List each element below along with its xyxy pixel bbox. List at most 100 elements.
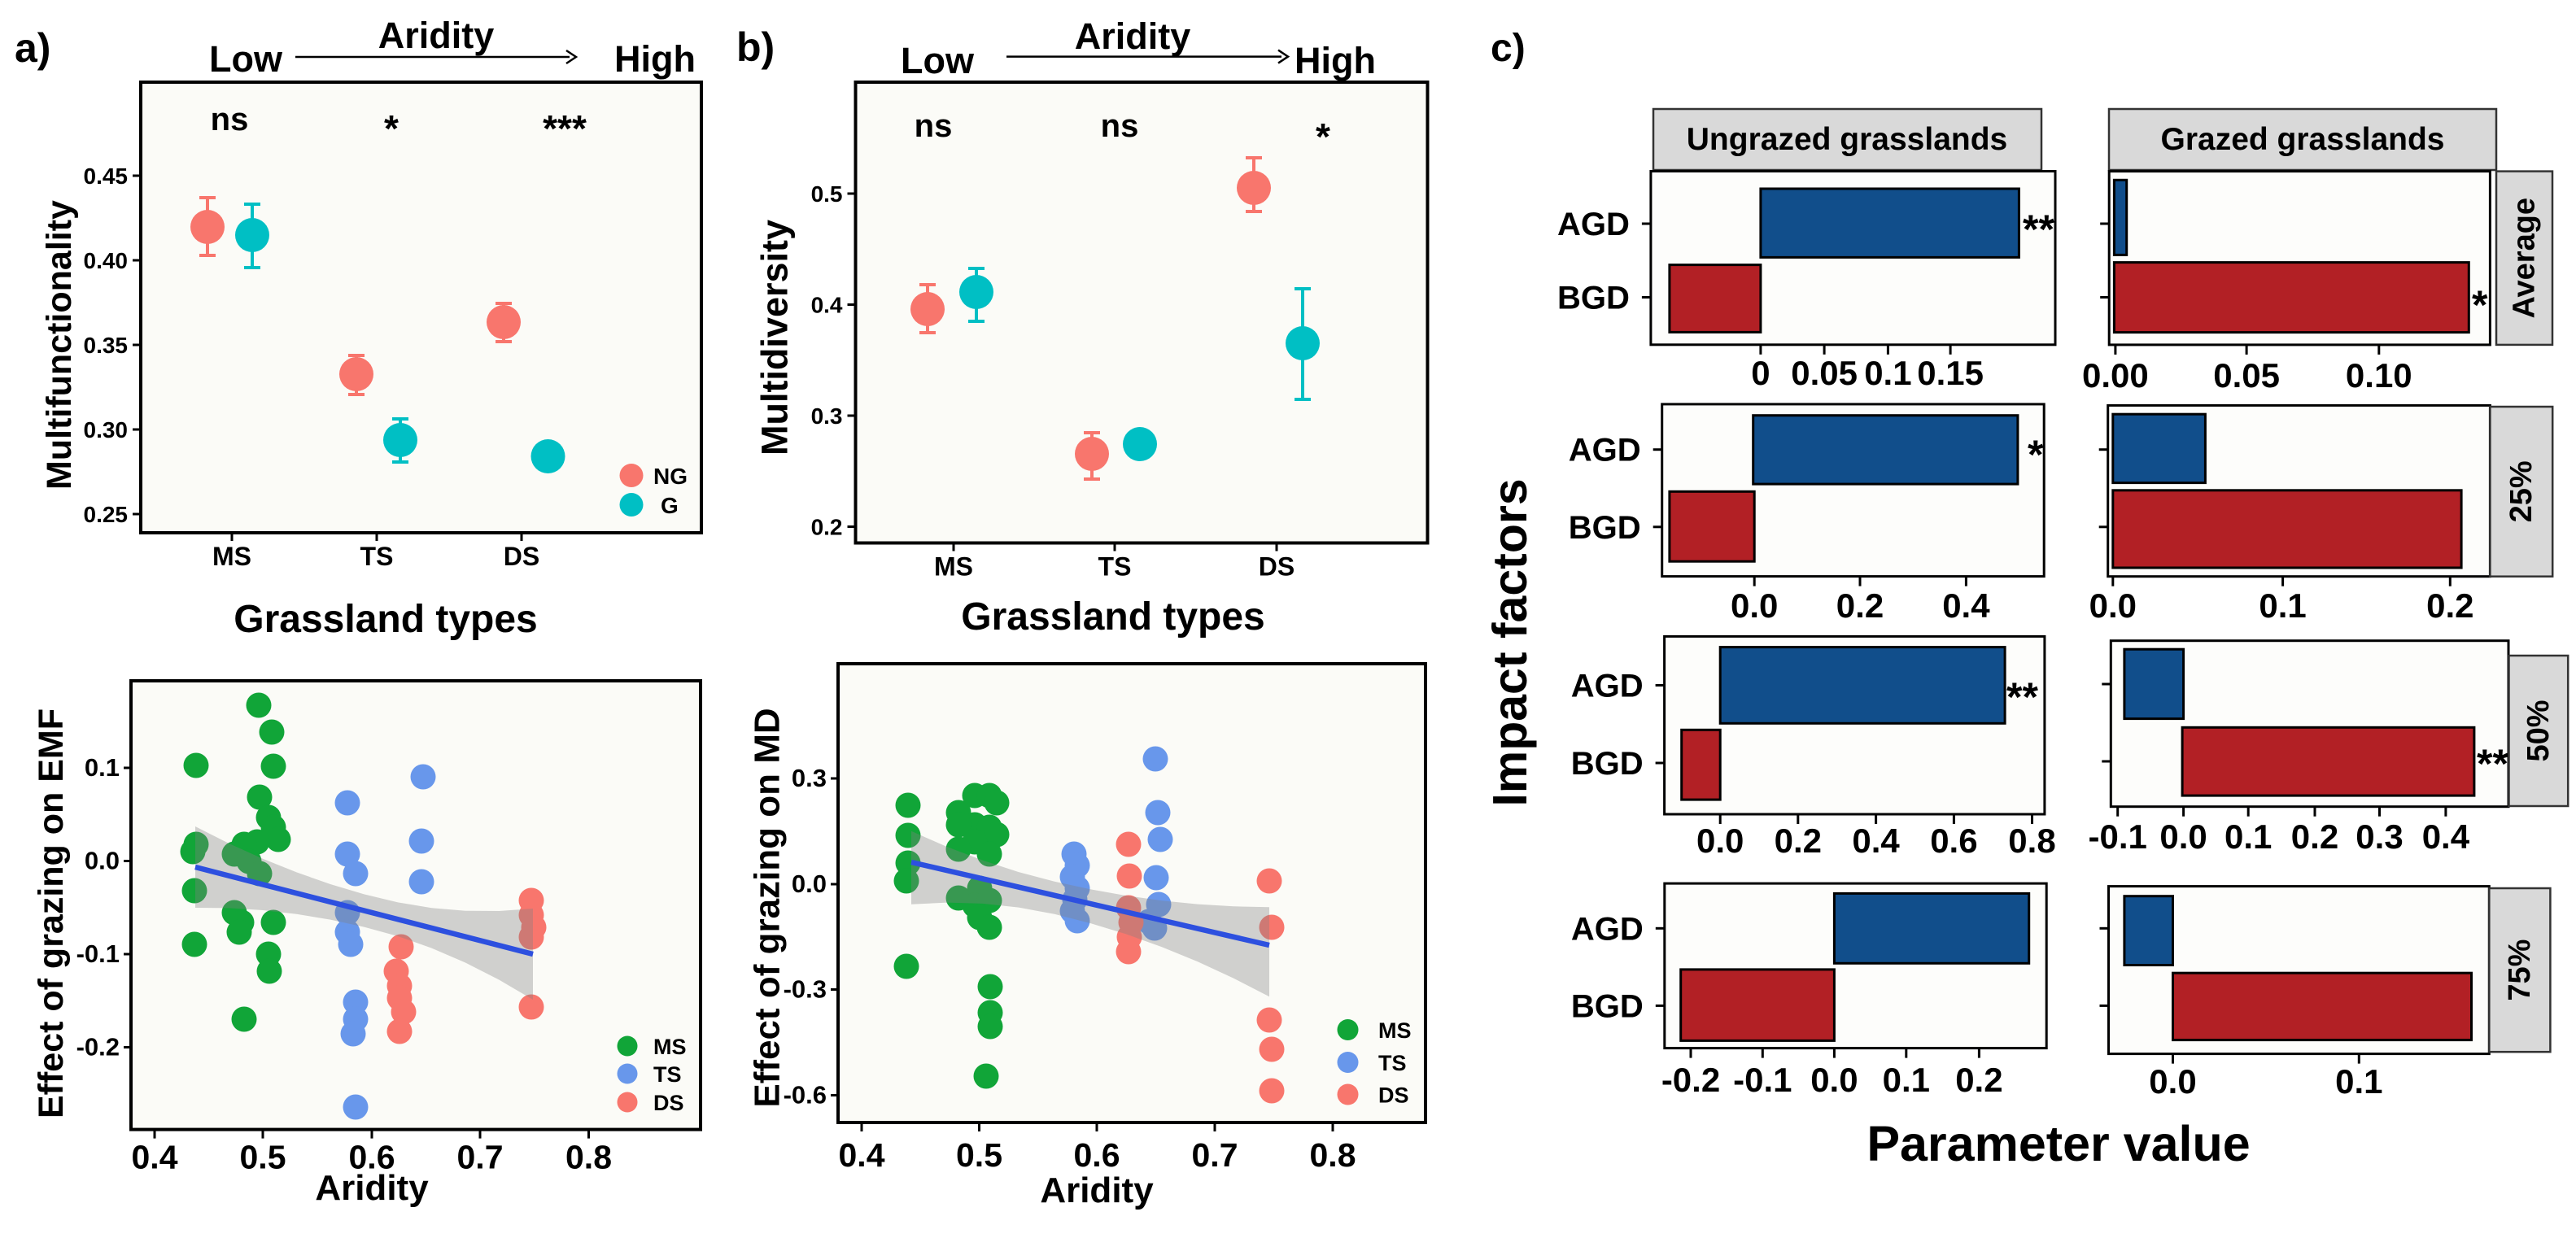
svg-text:0.15: 0.15	[1917, 354, 1984, 392]
svg-text:ns: ns	[211, 102, 249, 137]
svg-text:Impact factors: Impact factors	[1483, 478, 1537, 806]
svg-text:*: *	[1316, 116, 1330, 158]
svg-text:0.6: 0.6	[1930, 822, 1977, 860]
svg-text:High: High	[614, 38, 696, 80]
svg-text:MS: MS	[934, 552, 973, 582]
svg-text:Grassland types: Grassland types	[961, 595, 1265, 639]
svg-text:AGD: AGD	[1571, 669, 1644, 704]
svg-text:TS: TS	[1098, 552, 1132, 582]
svg-text:b): b)	[736, 24, 775, 70]
svg-text:0: 0	[1751, 354, 1770, 392]
svg-text:0.35: 0.35	[84, 333, 129, 358]
svg-text:0.05: 0.05	[1791, 354, 1858, 392]
svg-text:Grazed grasslands: Grazed grasslands	[2161, 122, 2445, 157]
svg-text:0.30: 0.30	[84, 417, 129, 442]
svg-text:0.1: 0.1	[1864, 354, 1911, 392]
svg-text:High: High	[1295, 40, 1376, 81]
svg-text:BGD: BGD	[1569, 510, 1641, 546]
svg-text:0.2: 0.2	[1836, 586, 1884, 625]
svg-text:0.0: 0.0	[1696, 822, 1744, 860]
svg-text:AGD: AGD	[1557, 207, 1630, 242]
svg-text:-0.2: -0.2	[1661, 1061, 1720, 1099]
svg-text:-0.1: -0.1	[76, 939, 120, 968]
svg-text:0.4: 0.4	[839, 1136, 885, 1174]
svg-text:Aridity: Aridity	[315, 1168, 429, 1208]
svg-text:Effect of grazing on EMF: Effect of grazing on EMF	[32, 708, 71, 1118]
svg-text:BGD: BGD	[1571, 746, 1644, 782]
svg-text:DS: DS	[653, 1091, 684, 1115]
svg-text:0.2: 0.2	[2291, 817, 2338, 856]
svg-text:0.0: 0.0	[2149, 1062, 2196, 1101]
svg-text:*: *	[2472, 282, 2488, 328]
svg-text:-0.1: -0.1	[1733, 1061, 1792, 1099]
svg-text:AGD: AGD	[1571, 911, 1644, 947]
svg-text:0.0: 0.0	[1731, 586, 1778, 625]
svg-text:0.3: 0.3	[811, 403, 843, 429]
svg-text:0.1: 0.1	[2225, 817, 2272, 856]
svg-text:***: ***	[543, 107, 587, 150]
svg-text:0.2: 0.2	[1955, 1061, 2002, 1099]
svg-text:a): a)	[15, 25, 50, 71]
svg-text:Low: Low	[209, 38, 283, 80]
svg-text:0.8: 0.8	[2008, 822, 2055, 860]
svg-text:0.5: 0.5	[240, 1139, 286, 1176]
svg-text:0.05: 0.05	[2213, 356, 2280, 395]
svg-text:0.8: 0.8	[565, 1139, 612, 1176]
svg-text:0.40: 0.40	[84, 248, 129, 273]
svg-text:0.4: 0.4	[132, 1139, 178, 1176]
svg-text:*: *	[384, 107, 399, 150]
svg-text:0.7: 0.7	[457, 1139, 504, 1176]
svg-text:0.2: 0.2	[1775, 822, 1822, 860]
svg-text:G: G	[661, 493, 679, 518]
svg-text:TS: TS	[1378, 1051, 1407, 1075]
svg-text:0.1: 0.1	[2259, 586, 2306, 625]
svg-text:0.0: 0.0	[792, 870, 827, 898]
svg-text:TS: TS	[360, 542, 394, 571]
svg-text:Parameter value: Parameter value	[1867, 1116, 2250, 1171]
svg-text:**: **	[2023, 207, 2054, 252]
svg-text:Aridity: Aridity	[1040, 1170, 1154, 1210]
svg-text:0.00: 0.00	[2082, 356, 2149, 395]
svg-text:*: *	[2028, 432, 2044, 477]
svg-text:0.1: 0.1	[1883, 1061, 1930, 1099]
svg-text:**: **	[2477, 741, 2508, 787]
svg-text:Multifunctionality: Multifunctionality	[40, 200, 79, 490]
svg-text:-0.1: -0.1	[2089, 817, 2147, 856]
svg-text:DS: DS	[504, 542, 539, 571]
svg-text:BGD: BGD	[1557, 281, 1630, 316]
svg-text:0.6: 0.6	[349, 1139, 395, 1176]
svg-text:-0.3: -0.3	[784, 975, 827, 1004]
svg-text:0.45: 0.45	[84, 163, 129, 189]
svg-text:MS: MS	[653, 1035, 687, 1059]
svg-text:AGD: AGD	[1569, 433, 1641, 469]
svg-text:**: **	[2006, 674, 2038, 720]
svg-text:MS: MS	[1378, 1018, 1412, 1043]
svg-text:-0.6: -0.6	[784, 1081, 827, 1109]
svg-text:0.1: 0.1	[85, 753, 120, 782]
svg-text:0.0: 0.0	[1810, 1061, 1858, 1099]
svg-text:0.0: 0.0	[2089, 586, 2137, 625]
svg-text:0.0: 0.0	[2159, 817, 2207, 856]
svg-text:0.25: 0.25	[84, 502, 129, 527]
svg-text:75%: 75%	[2503, 939, 2537, 1001]
svg-text:Effect of grazing on MD: Effect of grazing on MD	[748, 708, 788, 1107]
svg-text:Multidiversity: Multidiversity	[754, 220, 796, 456]
svg-text:ns: ns	[1101, 108, 1139, 144]
svg-text:0.5: 0.5	[956, 1136, 1002, 1174]
svg-text:0.6: 0.6	[1074, 1136, 1120, 1174]
svg-text:MS: MS	[212, 542, 251, 571]
svg-text:NG: NG	[653, 464, 688, 489]
svg-text:Low: Low	[901, 40, 975, 81]
svg-text:Ungrazed grasslands: Ungrazed grasslands	[1687, 122, 2007, 157]
svg-text:0.5: 0.5	[811, 181, 843, 207]
svg-text:-0.2: -0.2	[76, 1033, 120, 1061]
svg-text:0.4: 0.4	[1942, 586, 1990, 625]
svg-text:25%: 25%	[2504, 460, 2539, 522]
svg-text:Aridity: Aridity	[378, 15, 495, 56]
svg-text:0.0: 0.0	[85, 847, 120, 875]
svg-text:0.7: 0.7	[1192, 1136, 1238, 1174]
svg-text:BGD: BGD	[1571, 988, 1644, 1024]
svg-text:0.1: 0.1	[2335, 1062, 2382, 1101]
svg-text:0.4: 0.4	[2422, 817, 2470, 856]
svg-text:Average: Average	[2508, 198, 2542, 319]
